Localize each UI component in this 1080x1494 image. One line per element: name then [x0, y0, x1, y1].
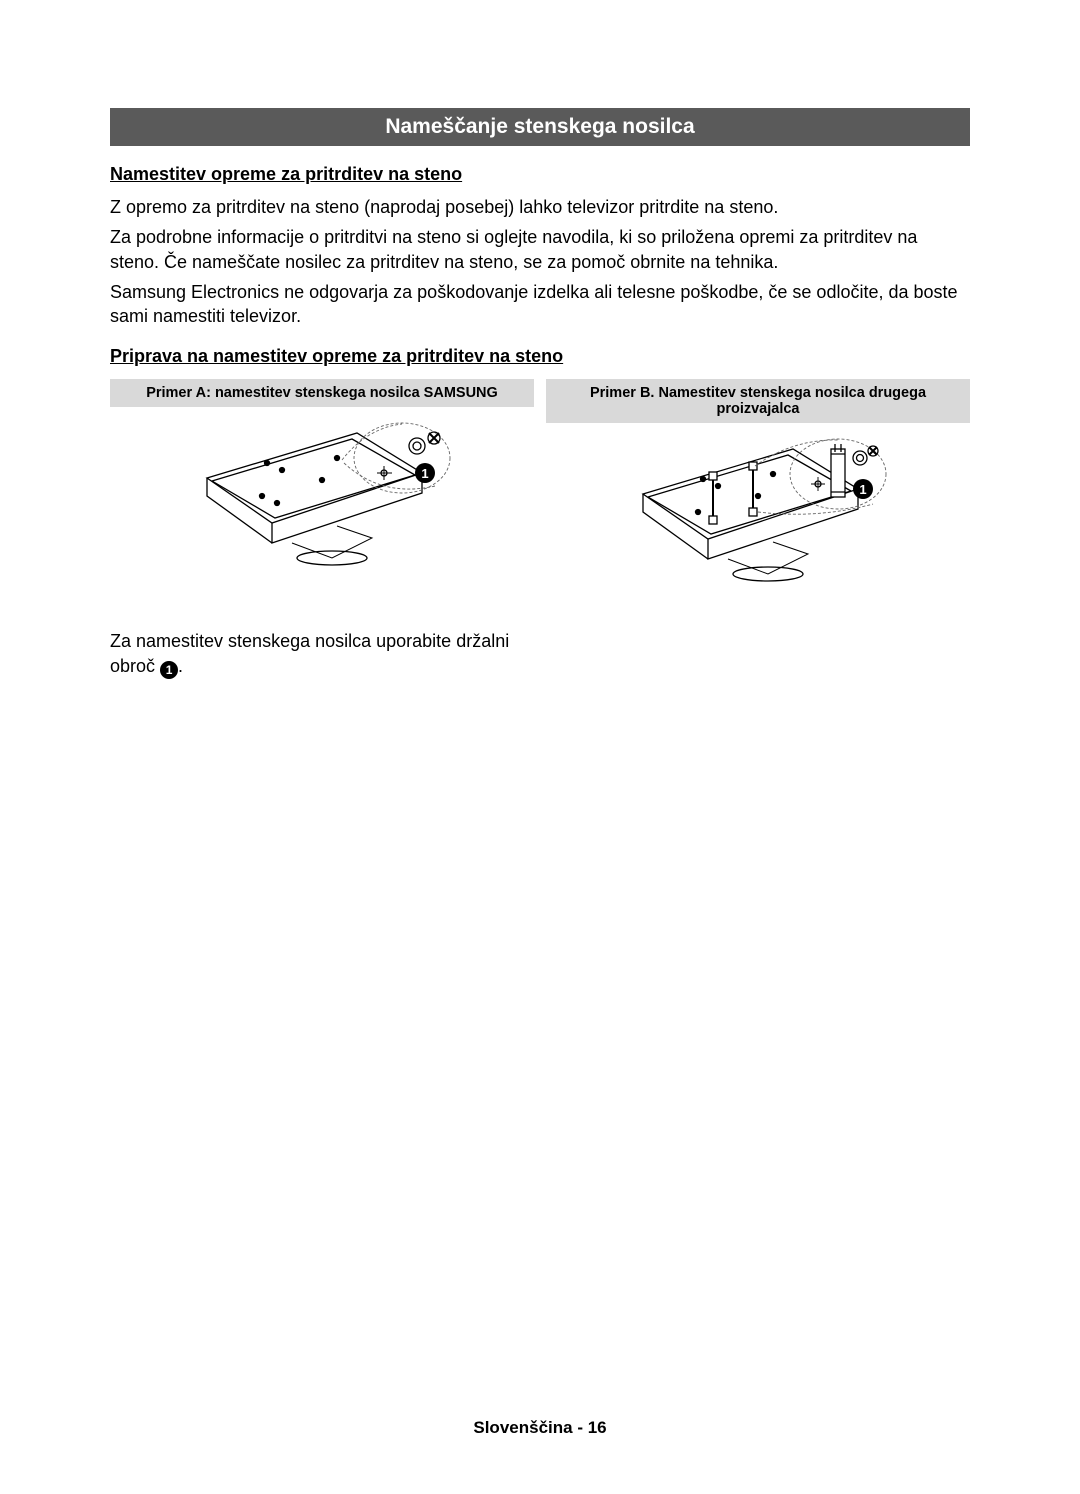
- marker-1-icon: 1: [859, 482, 866, 497]
- case-b-header: Primer B. Namestitev stenskega nosilca d…: [546, 379, 970, 423]
- section1-para-2: Za podrobne informacije o pritrditvi na …: [110, 225, 970, 274]
- cases-row: Primer A: namestitev stenskega nosilca S…: [110, 379, 970, 609]
- section2-note: Za namestitev stenskega nosilca uporabit…: [110, 629, 550, 678]
- note-suffix: .: [178, 656, 183, 676]
- footer-separator: -: [573, 1418, 588, 1437]
- footer-page-number: 16: [588, 1418, 607, 1437]
- page-footer: Slovenščina - 16: [0, 1418, 1080, 1438]
- footer-language: Slovenščina: [473, 1418, 572, 1437]
- tv-mount-diagram-a-icon: 1: [177, 418, 467, 588]
- case-b-column: Primer B. Namestitev stenskega nosilca d…: [546, 379, 970, 609]
- circled-one-icon: 1: [160, 661, 178, 679]
- section2-heading: Priprava na namestitev opreme za pritrdi…: [110, 346, 970, 367]
- case-b-diagram: 1: [546, 429, 970, 609]
- section1-para-1: Z opremo za pritrditev na steno (naproda…: [110, 195, 970, 219]
- case-a-column: Primer A: namestitev stenskega nosilca S…: [110, 379, 534, 609]
- section1-para-3: Samsung Electronics ne odgovarja za pošk…: [110, 280, 970, 329]
- title-bar: Nameščanje stenskega nosilca: [110, 108, 970, 146]
- section1-heading: Namestitev opreme za pritrditev na steno: [110, 164, 970, 185]
- marker-1-icon: 1: [421, 466, 428, 481]
- case-a-header: Primer A: namestitev stenskega nosilca S…: [110, 379, 534, 407]
- case-a-diagram: 1: [110, 413, 534, 593]
- tv-mount-diagram-b-icon: 1: [613, 434, 903, 604]
